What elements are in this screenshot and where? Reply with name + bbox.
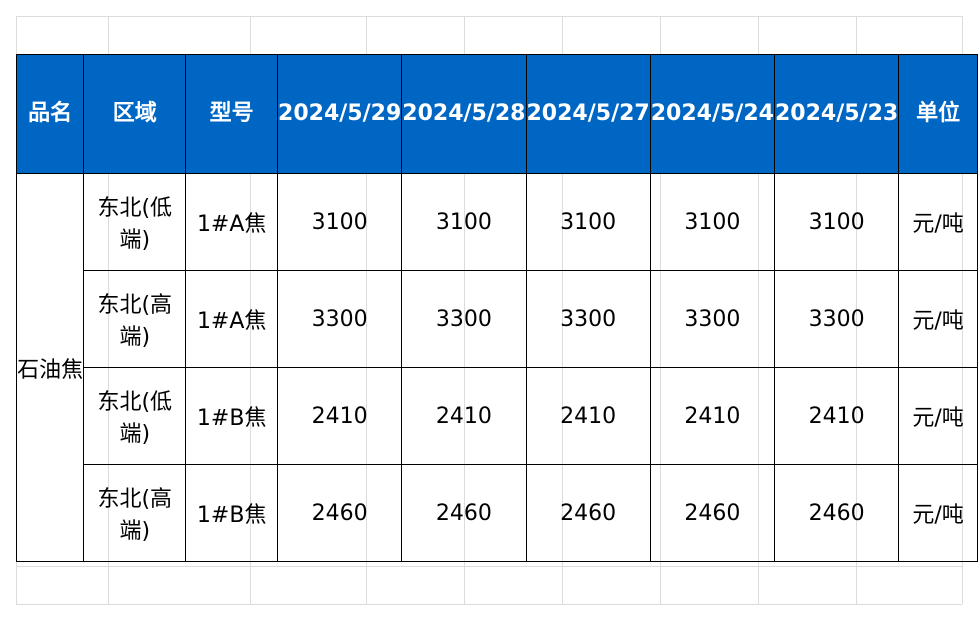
price-cell: 3100 bbox=[649, 173, 775, 271]
model-cell: 1#B焦 bbox=[185, 464, 279, 562]
header-product: 品名 bbox=[15, 54, 85, 174]
unit-cell: 元/吨 bbox=[898, 270, 978, 368]
model-cell: 1#A焦 bbox=[185, 270, 279, 368]
model-cell: 1#A焦 bbox=[185, 173, 279, 271]
price-cell: 3300 bbox=[773, 270, 900, 368]
header-row: 品名 区域 型号 2024/5/29 2024/5/28 2024/5/27 2… bbox=[15, 54, 978, 174]
table-row: 东北(高端) 1#B焦 2460 2460 2460 2460 2460 元/吨 bbox=[17, 464, 978, 562]
header-date-1: 2024/5/29 bbox=[277, 54, 403, 174]
region-cell: 东北(低端) bbox=[83, 367, 187, 465]
price-cell: 2460 bbox=[401, 464, 527, 562]
header-date-5: 2024/5/23 bbox=[773, 54, 900, 174]
product-name-cell: 石油焦 bbox=[15, 173, 85, 562]
unit-cell: 元/吨 bbox=[898, 173, 978, 271]
table-row: 石油焦 东北(低端) 1#A焦 3100 3100 3100 3100 3100… bbox=[15, 173, 978, 562]
table-row: 东北(低端) 1#B焦 2410 2410 2410 2410 2410 元/吨 bbox=[17, 367, 978, 465]
price-cell: 3100 bbox=[401, 173, 527, 271]
price-cell: 3300 bbox=[277, 270, 403, 368]
price-cell: 2410 bbox=[649, 367, 775, 465]
price-cell: 2410 bbox=[773, 367, 900, 465]
price-cell: 2460 bbox=[277, 464, 403, 562]
price-cell: 2460 bbox=[649, 464, 775, 562]
price-cell: 3300 bbox=[525, 270, 651, 368]
price-table: 品名 区域 型号 2024/5/29 2024/5/28 2024/5/27 2… bbox=[15, 54, 978, 562]
region-cell: 东北(低端) bbox=[83, 173, 187, 271]
model-cell: 1#B焦 bbox=[185, 367, 279, 465]
price-cell: 3300 bbox=[649, 270, 775, 368]
unit-cell: 元/吨 bbox=[898, 464, 978, 562]
header-region: 区域 bbox=[83, 54, 187, 174]
region-cell: 东北(高端) bbox=[83, 270, 187, 368]
price-cell: 2410 bbox=[401, 367, 527, 465]
unit-cell: 元/吨 bbox=[898, 367, 978, 465]
price-cell: 2460 bbox=[525, 464, 651, 562]
table-row: 东北(高端) 1#A焦 3300 3300 3300 3300 3300 元/吨 bbox=[17, 270, 978, 368]
price-cell: 3100 bbox=[773, 173, 900, 271]
price-cell: 3100 bbox=[277, 173, 403, 271]
price-cell: 3300 bbox=[401, 270, 527, 368]
price-cell: 2410 bbox=[525, 367, 651, 465]
header-date-4: 2024/5/24 bbox=[649, 54, 775, 174]
price-cell: 2460 bbox=[773, 464, 900, 562]
header-unit: 单位 bbox=[898, 54, 978, 174]
header-date-3: 2024/5/27 bbox=[525, 54, 651, 174]
region-cell: 东北(高端) bbox=[83, 464, 187, 562]
price-cell: 3100 bbox=[525, 173, 651, 271]
header-model: 型号 bbox=[185, 54, 279, 174]
header-date-2: 2024/5/28 bbox=[401, 54, 527, 174]
price-cell: 2410 bbox=[277, 367, 403, 465]
